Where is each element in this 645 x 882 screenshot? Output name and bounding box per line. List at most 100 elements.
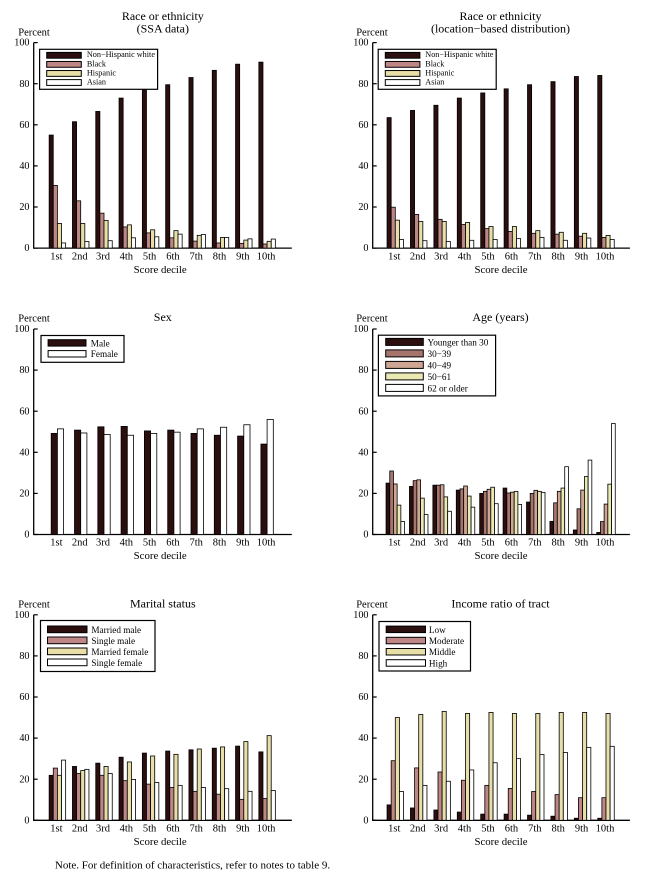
svg-text:3rd: 3rd bbox=[96, 538, 111, 549]
svg-text:5th: 5th bbox=[481, 538, 495, 549]
svg-text:Single female: Single female bbox=[91, 658, 142, 668]
svg-text:4th: 4th bbox=[120, 251, 134, 262]
svg-text:40: 40 bbox=[358, 447, 368, 458]
svg-text:Race or ethnicity: Race or ethnicity bbox=[122, 9, 204, 23]
svg-text:20: 20 bbox=[19, 202, 29, 213]
svg-text:Female: Female bbox=[91, 349, 118, 359]
svg-text:6th: 6th bbox=[166, 824, 180, 835]
svg-text:10th: 10th bbox=[257, 824, 276, 835]
svg-text:9th: 9th bbox=[236, 824, 250, 835]
svg-text:Score decile: Score decile bbox=[474, 550, 527, 562]
svg-text:100: 100 bbox=[14, 324, 29, 335]
svg-text:10th: 10th bbox=[596, 251, 615, 262]
svg-text:Hispanic: Hispanic bbox=[425, 68, 454, 77]
svg-text:8th: 8th bbox=[213, 538, 227, 549]
svg-text:50−61: 50−61 bbox=[428, 372, 452, 382]
svg-text:Percent: Percent bbox=[356, 27, 388, 38]
svg-text:9th: 9th bbox=[236, 251, 250, 262]
svg-text:6th: 6th bbox=[166, 251, 180, 262]
svg-text:8th: 8th bbox=[213, 824, 227, 835]
svg-text:80: 80 bbox=[358, 651, 368, 662]
svg-text:40: 40 bbox=[358, 733, 368, 744]
svg-text:7th: 7th bbox=[189, 538, 203, 549]
svg-text:10th: 10th bbox=[257, 538, 276, 549]
svg-text:80: 80 bbox=[358, 79, 368, 90]
svg-text:Middle: Middle bbox=[429, 647, 456, 657]
svg-text:1st: 1st bbox=[50, 251, 62, 262]
svg-text:2nd: 2nd bbox=[72, 538, 89, 549]
svg-text:40: 40 bbox=[358, 161, 368, 172]
svg-text:7th: 7th bbox=[189, 824, 203, 835]
svg-text:9th: 9th bbox=[575, 824, 589, 835]
svg-text:Percent: Percent bbox=[18, 27, 50, 38]
svg-text:Note. For definition of charac: Note. For definition of characteristics,… bbox=[55, 859, 330, 871]
svg-text:60: 60 bbox=[19, 120, 29, 131]
svg-text:Single male: Single male bbox=[91, 636, 135, 646]
svg-text:3rd: 3rd bbox=[434, 251, 449, 262]
svg-text:10th: 10th bbox=[596, 824, 615, 835]
svg-text:3rd: 3rd bbox=[434, 824, 449, 835]
svg-text:Score decile: Score decile bbox=[134, 550, 187, 562]
svg-text:Income ratio of tract: Income ratio of tract bbox=[451, 597, 550, 611]
svg-text:Black: Black bbox=[87, 59, 107, 68]
svg-text:8th: 8th bbox=[213, 251, 227, 262]
svg-text:Younger than 30: Younger than 30 bbox=[428, 337, 489, 347]
svg-text:2nd: 2nd bbox=[72, 251, 89, 262]
svg-text:4th: 4th bbox=[458, 824, 472, 835]
svg-text:Moderate: Moderate bbox=[429, 636, 464, 646]
svg-text:5th: 5th bbox=[481, 251, 495, 262]
svg-text:4th: 4th bbox=[458, 538, 472, 549]
svg-text:2nd: 2nd bbox=[72, 824, 89, 835]
svg-text:Black: Black bbox=[425, 59, 445, 68]
svg-text:3rd: 3rd bbox=[96, 251, 111, 262]
svg-text:20: 20 bbox=[358, 489, 368, 500]
svg-text:80: 80 bbox=[358, 365, 368, 376]
svg-text:62 or older: 62 or older bbox=[428, 383, 468, 393]
svg-text:3rd: 3rd bbox=[434, 538, 449, 549]
svg-text:8th: 8th bbox=[551, 538, 565, 549]
svg-text:1st: 1st bbox=[50, 538, 62, 549]
svg-text:20: 20 bbox=[358, 202, 368, 213]
svg-text:80: 80 bbox=[19, 651, 29, 662]
svg-text:6th: 6th bbox=[505, 251, 519, 262]
svg-text:Percent: Percent bbox=[18, 600, 50, 611]
svg-text:80: 80 bbox=[19, 79, 29, 90]
svg-text:10th: 10th bbox=[596, 538, 615, 549]
svg-text:Married female: Married female bbox=[91, 647, 148, 657]
svg-text:7th: 7th bbox=[528, 251, 542, 262]
svg-text:Age (years): Age (years) bbox=[472, 310, 528, 324]
svg-text:5th: 5th bbox=[143, 824, 157, 835]
svg-text:80: 80 bbox=[19, 365, 29, 376]
svg-text:60: 60 bbox=[358, 406, 368, 417]
svg-text:0: 0 bbox=[363, 530, 368, 541]
svg-text:5th: 5th bbox=[143, 251, 157, 262]
svg-text:Score decile: Score decile bbox=[134, 836, 187, 848]
svg-text:8th: 8th bbox=[551, 251, 565, 262]
svg-text:Non−Hispanic white: Non−Hispanic white bbox=[87, 50, 155, 59]
svg-text:5th: 5th bbox=[143, 538, 157, 549]
svg-text:Male: Male bbox=[91, 338, 110, 348]
svg-text:3rd: 3rd bbox=[96, 824, 111, 835]
svg-text:7th: 7th bbox=[189, 251, 203, 262]
svg-text:9th: 9th bbox=[575, 538, 589, 549]
svg-text:20: 20 bbox=[19, 774, 29, 785]
svg-text:6th: 6th bbox=[505, 538, 519, 549]
svg-text:0: 0 bbox=[24, 243, 29, 254]
svg-text:0: 0 bbox=[24, 815, 29, 826]
svg-text:1st: 1st bbox=[388, 824, 400, 835]
svg-text:40−49: 40−49 bbox=[428, 360, 452, 370]
svg-text:1st: 1st bbox=[388, 251, 400, 262]
svg-text:(SSA data): (SSA data) bbox=[137, 22, 189, 36]
svg-text:20: 20 bbox=[19, 489, 29, 500]
svg-text:60: 60 bbox=[358, 120, 368, 131]
svg-text:60: 60 bbox=[19, 692, 29, 703]
svg-text:Hispanic: Hispanic bbox=[87, 68, 116, 77]
svg-text:Score decile: Score decile bbox=[474, 836, 527, 848]
svg-text:7th: 7th bbox=[528, 538, 542, 549]
svg-text:Percent: Percent bbox=[356, 314, 388, 325]
svg-text:30−39: 30−39 bbox=[428, 349, 452, 359]
svg-text:100: 100 bbox=[353, 38, 368, 49]
svg-text:20: 20 bbox=[358, 774, 368, 785]
svg-text:2nd: 2nd bbox=[410, 538, 427, 549]
svg-text:6th: 6th bbox=[166, 538, 180, 549]
